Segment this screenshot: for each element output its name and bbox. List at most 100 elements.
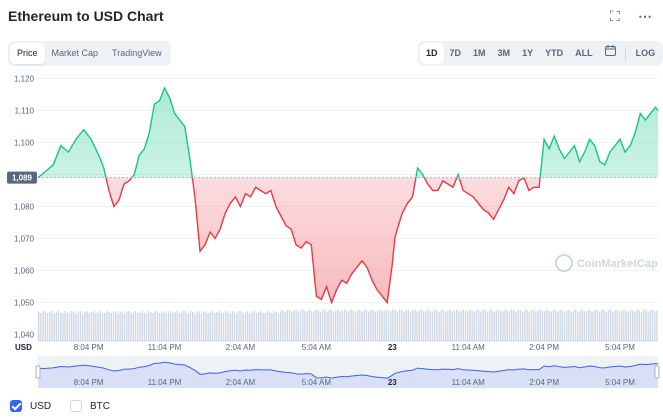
volume-bar — [286, 310, 288, 341]
volume-bar — [645, 309, 647, 341]
volume-bar — [572, 310, 574, 341]
volume-bar — [403, 311, 405, 341]
y-tick-label: 1,080 — [14, 203, 35, 212]
legend-btc-label: BTC — [90, 400, 110, 412]
volume-bar — [77, 311, 79, 341]
volume-bar — [211, 310, 214, 341]
y-tick-label: 1,050 — [14, 299, 35, 308]
volume-bar — [462, 309, 464, 341]
volume-bar — [348, 311, 350, 341]
volume-bar — [392, 309, 394, 341]
volume-bar — [405, 309, 407, 341]
volume-bar — [86, 311, 88, 341]
range-1d[interactable]: 1D — [420, 43, 444, 64]
volume-bar — [62, 312, 64, 341]
volume-bar — [317, 310, 319, 341]
log-toggle[interactable]: LOG — [635, 48, 656, 58]
volume-bar — [625, 311, 627, 341]
volume-bar — [460, 310, 462, 341]
volume-bar — [643, 309, 645, 341]
volume-bar — [302, 309, 304, 341]
volume-bar — [374, 311, 376, 341]
legend-usd[interactable]: USD — [10, 400, 51, 412]
volume-bar — [229, 312, 231, 341]
volume-bar — [299, 310, 302, 341]
range-separator — [624, 46, 626, 61]
axis-unit-label: USD — [15, 343, 32, 352]
range-1m[interactable]: 1M — [473, 48, 486, 58]
tab-market-cap[interactable]: Market Cap — [51, 48, 99, 58]
volume-bar — [385, 309, 387, 341]
calendar-icon[interactable] — [599, 43, 621, 64]
y-tick-label: 1,120 — [14, 74, 35, 83]
volume-bar — [310, 310, 313, 341]
volume-bar — [152, 313, 154, 341]
volume-bar — [306, 311, 308, 341]
tab-price[interactable]: Price — [10, 43, 45, 64]
volume-bar — [599, 311, 601, 341]
volume-bar — [73, 311, 75, 341]
volume-bar — [594, 309, 596, 341]
volume-bar — [143, 312, 145, 341]
tab-tradingview[interactable]: TradingView — [112, 48, 162, 58]
volume-bar — [297, 311, 299, 341]
fullscreen-icon[interactable]: ⛶ — [610, 8, 620, 24]
volume-bar — [418, 310, 420, 341]
navigator-tick-label: 11:04 PM — [148, 378, 182, 387]
volume-bar — [654, 311, 656, 341]
more-icon[interactable]: ⋯ — [638, 8, 652, 24]
volume-bar — [192, 312, 194, 341]
volume-bar — [313, 311, 315, 341]
volume-bar — [88, 313, 90, 341]
volume-bar — [592, 311, 594, 341]
volume-bar — [95, 312, 97, 341]
usd-checkbox[interactable] — [10, 400, 22, 412]
navigator-tick-label: 5:04 PM — [605, 378, 635, 387]
volume-bar — [451, 311, 453, 341]
volume-bar — [176, 310, 178, 341]
volume-bar — [640, 311, 643, 341]
volume-bar — [225, 310, 227, 341]
volume-bar — [341, 311, 343, 341]
volume-bar — [154, 311, 156, 341]
navigator-tick-label: 2:04 AM — [226, 378, 256, 387]
range-ytd[interactable]: YTD — [545, 48, 564, 58]
range-3m[interactable]: 3M — [497, 48, 511, 58]
volume-bar — [396, 311, 398, 341]
volume-bar — [99, 310, 101, 341]
volume-bar — [134, 310, 137, 341]
volume-bar — [379, 309, 381, 341]
volume-bar — [354, 311, 357, 341]
volume-bar — [471, 310, 473, 341]
volume-bar — [434, 309, 436, 341]
area-below-baseline — [38, 177, 658, 303]
volume-bar — [489, 310, 491, 341]
price-line-down — [37, 177, 541, 305]
navigator-area — [38, 362, 658, 388]
volume-bar — [66, 312, 68, 341]
volume-bar — [330, 309, 332, 341]
volume-bar — [244, 311, 247, 341]
volume-bar — [541, 311, 544, 341]
range-7d[interactable]: 7D — [449, 48, 462, 58]
x-tick-label: 11:04 PM — [148, 343, 182, 352]
baseline-badge — [7, 171, 37, 184]
btc-checkbox[interactable] — [70, 400, 82, 412]
range-1y[interactable]: 1Y — [522, 48, 534, 58]
volume-bar — [519, 310, 522, 341]
volume-bar — [583, 311, 585, 341]
volume-bar — [524, 309, 526, 341]
range-all[interactable]: ALL — [575, 48, 593, 58]
volume-bar — [236, 313, 238, 341]
volume-bar — [370, 310, 372, 341]
price-chart[interactable]: 1,040 1,050 1,060 1,070 1,080 1,089 1,100 1,110… — [0, 0, 663, 400]
volume-bar — [249, 313, 251, 341]
volume-bar — [566, 309, 568, 341]
volume-bar — [383, 311, 385, 341]
volume-bar — [513, 310, 515, 341]
volume-bar — [431, 311, 434, 341]
volume-bar — [484, 309, 486, 341]
volume-bar — [183, 310, 185, 341]
legend-btc[interactable]: BTC — [70, 400, 110, 412]
volume-bar — [163, 311, 165, 341]
